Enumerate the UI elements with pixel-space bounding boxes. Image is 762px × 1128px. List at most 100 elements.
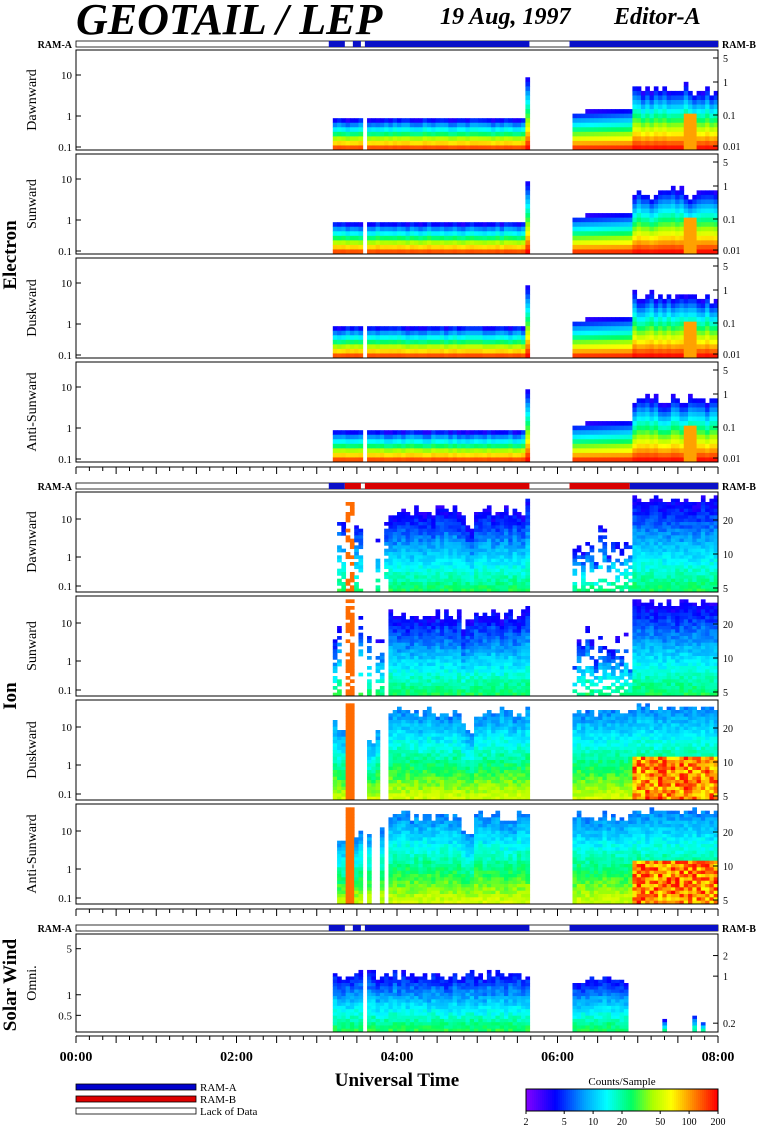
heat-cell — [491, 578, 496, 583]
heat-cell — [525, 457, 531, 463]
heat-cell — [611, 249, 616, 255]
heat-cell — [705, 100, 710, 105]
heat-cell — [709, 457, 715, 463]
heat-cell — [486, 508, 492, 513]
heat-cell — [461, 555, 466, 560]
heat-cell — [662, 240, 668, 246]
heat-cell — [508, 326, 513, 332]
heat-cell — [512, 249, 518, 255]
heat-cell — [679, 502, 685, 506]
heat-cell — [367, 240, 372, 246]
heat-cell — [713, 512, 719, 516]
heat-cell — [414, 127, 419, 133]
heat-cell — [495, 344, 501, 350]
heat-cell — [653, 585, 659, 590]
heat-cell — [593, 145, 599, 151]
heat-cell — [602, 353, 608, 359]
heat-cell — [426, 122, 432, 128]
heat-cell — [602, 348, 608, 354]
heat-cell — [593, 439, 599, 445]
heat-cell — [709, 122, 715, 128]
heat-cell — [666, 434, 672, 440]
heat-cell — [632, 348, 638, 354]
heat-cell — [435, 652, 441, 657]
heat-cell — [619, 585, 625, 590]
heat-cell — [504, 344, 509, 350]
heat-cell — [619, 439, 625, 445]
heat-cell — [675, 335, 680, 341]
heat-cell — [666, 95, 672, 101]
heat-cell — [431, 439, 436, 445]
heat-cell — [397, 652, 402, 657]
heat-cell — [332, 452, 338, 458]
heat-cell — [615, 448, 620, 454]
heat-cell — [478, 555, 483, 560]
heat-cell — [662, 194, 668, 200]
heat-cell — [504, 145, 509, 151]
heat-cell — [649, 199, 655, 205]
heat-cell — [700, 430, 706, 436]
heat-cell — [576, 226, 582, 232]
heat-cell — [431, 639, 436, 644]
heat-cell — [491, 231, 496, 237]
heat-cell — [585, 555, 590, 560]
heat-cell — [521, 443, 526, 449]
heat-cell — [598, 122, 603, 128]
heat-cell — [606, 339, 612, 345]
heat-cell — [405, 689, 411, 694]
y-right-tick-label: 0.01 — [723, 142, 741, 153]
heat-cell — [666, 199, 672, 205]
heat-cell — [692, 452, 697, 458]
heat-cell — [619, 321, 625, 327]
heat-cell — [435, 240, 441, 246]
heat-cell — [692, 588, 697, 593]
heat-cell — [354, 582, 359, 586]
heat-cell — [640, 532, 646, 536]
ram-bar-segment — [569, 483, 630, 489]
heat-cell — [422, 136, 428, 142]
heat-cell — [696, 353, 702, 359]
heat-cell — [628, 558, 633, 563]
heat-cell — [332, 669, 338, 674]
heat-cell — [670, 568, 676, 573]
heat-cell — [414, 118, 419, 124]
heat-cell — [666, 528, 672, 533]
heat-cell — [636, 231, 642, 237]
heat-cell — [688, 515, 693, 520]
heat-cell — [700, 321, 706, 327]
heat-cell — [619, 353, 625, 359]
heat-cell — [375, 538, 381, 543]
heat-cell — [504, 249, 509, 255]
heat-cell — [705, 535, 710, 540]
heat-cell — [700, 194, 706, 200]
heat-cell — [688, 585, 693, 590]
heat-cell — [392, 326, 398, 332]
heat-cell — [516, 240, 522, 246]
heat-cell — [572, 548, 578, 553]
heat-cell — [482, 542, 488, 546]
heat-cell — [405, 686, 411, 690]
heat-cell — [653, 505, 659, 510]
heat-cell — [358, 636, 364, 640]
heat-cell — [679, 308, 685, 313]
heat-cell — [692, 100, 697, 105]
heat-cell — [401, 353, 406, 359]
heat-cell — [688, 226, 693, 232]
heat-cell — [700, 452, 706, 458]
heat-cell — [675, 532, 680, 536]
heat-cell — [461, 430, 466, 436]
heat-cell — [640, 538, 646, 543]
heat-cell — [705, 565, 710, 570]
heat-cell — [435, 448, 441, 454]
heat-cell — [379, 639, 385, 644]
heat-cell — [589, 421, 595, 427]
heat-cell — [666, 353, 672, 359]
heat-cell — [422, 348, 428, 354]
heat-cell — [670, 217, 676, 223]
heat-cell — [456, 348, 462, 354]
heat-cell — [478, 118, 483, 124]
heat-cell — [666, 565, 672, 570]
heat-cell — [653, 249, 659, 255]
heat-cell — [670, 528, 676, 533]
heat-cell — [593, 421, 599, 427]
